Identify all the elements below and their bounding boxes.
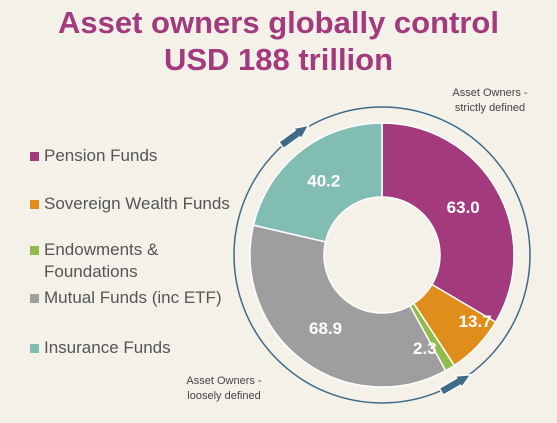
- value-label-sovereign-wealth-funds: 13.7: [459, 312, 492, 331]
- legend-label: Pension Funds: [44, 146, 158, 165]
- annotation-strict-line-1: Asset Owners -: [452, 87, 528, 99]
- annotation-loosely-defined: Asset Owners - loosely defined: [164, 374, 284, 404]
- legend-label: Sovereign Wealth Funds: [44, 194, 230, 213]
- outer-ring: [233, 106, 531, 404]
- title-line-1: Asset owners globally control: [58, 5, 499, 40]
- slice-mutual-funds-inc-etf: [249, 224, 447, 388]
- legend-label: Endowments & Foundations: [44, 240, 159, 281]
- arrow-lower-right-icon: [438, 373, 473, 397]
- arrow-upper-left-icon: [277, 124, 311, 150]
- slice-insurance-funds: [252, 122, 383, 243]
- annotation-strictly-defined: Asset Owners - strictly defined: [430, 86, 550, 116]
- outer-ring-layer: [233, 106, 531, 404]
- legend-label: Insurance Funds: [44, 338, 171, 357]
- legend-swatch: [30, 344, 39, 353]
- legend-label: Mutual Funds (inc ETF): [44, 288, 222, 307]
- annotation-strict-line-2: strictly defined: [454, 102, 526, 114]
- legend-swatch: [30, 200, 39, 209]
- annotation-loose-line-2: loosely defined: [187, 390, 261, 402]
- legend-swatch: [30, 152, 39, 161]
- value-label-insurance-funds: 40.2: [307, 171, 340, 190]
- arrow-layer: [277, 124, 473, 397]
- value-label-layer: 63.0 13.7 2.3 68.9 40.2: [307, 171, 491, 358]
- value-label-endowments-foundations: 2.3: [413, 339, 437, 358]
- chart-title: Asset owners globally control USD 188 tr…: [0, 4, 557, 78]
- slice-pension-funds: [381, 122, 515, 324]
- slice-layer: [249, 122, 515, 388]
- value-label-mutual-funds-inc-etf: 68.9: [309, 319, 342, 338]
- title-line-2: USD 188 trillion: [163, 42, 394, 77]
- legend-swatch: [30, 294, 39, 303]
- value-label-pension-funds: 63.0: [447, 198, 480, 217]
- legend-swatch: [30, 246, 39, 255]
- annotation-loose-line-1: Asset Owners -: [186, 375, 262, 387]
